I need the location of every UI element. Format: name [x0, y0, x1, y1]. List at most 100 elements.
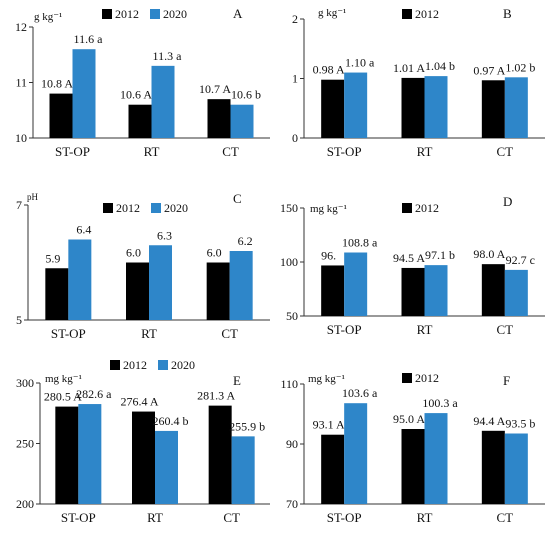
y-tick-label: 11	[15, 76, 27, 90]
y-tick-label: 300	[16, 376, 34, 390]
legend-label: 2012	[415, 201, 439, 215]
legend-swatch-2012	[102, 9, 112, 19]
panel-f: 70 90 110 93.1 A 103.6 a ST-OP 95.0 A 100.3 a RT…	[280, 371, 545, 525]
x-tick-label: CT	[221, 326, 238, 341]
y-tick-label: 0	[292, 131, 298, 145]
bar-2020	[149, 245, 172, 320]
panel-letter: A	[233, 6, 243, 21]
data-label: 0.98 A	[313, 63, 345, 77]
legend-label: 2020	[171, 358, 195, 372]
y-tick-label: 12	[15, 20, 27, 34]
x-tick-label: RT	[417, 322, 433, 337]
x-tick-label: CT	[497, 510, 514, 525]
data-label: 94.4 A	[473, 414, 505, 428]
bar-2012	[401, 267, 425, 316]
data-label: 10.7 A	[199, 82, 231, 96]
y-tick-label: 50	[286, 309, 298, 323]
legend-swatch-2012	[103, 203, 113, 213]
bar-2012	[207, 99, 231, 138]
y-tick-label: 110	[280, 377, 298, 391]
bar-2020	[231, 436, 255, 504]
y-tick-label: 2	[292, 12, 298, 26]
data-label: 281.3 A	[197, 389, 235, 403]
panel-letter: E	[233, 373, 241, 388]
legend-swatch-2020	[150, 9, 160, 19]
x-tick-label: ST-OP	[51, 326, 86, 341]
x-tick-label: CT	[223, 510, 240, 525]
x-tick-label: CT	[497, 322, 514, 337]
bar-2012	[401, 77, 425, 138]
legend-swatch-2012	[402, 373, 412, 383]
data-label: 10.6 b	[231, 88, 261, 102]
x-tick-label: ST-OP	[327, 322, 362, 337]
data-label: 11.3 a	[153, 49, 183, 63]
data-label: 6.0	[207, 246, 222, 260]
data-label: 92.7 c	[506, 253, 535, 267]
bar-2020	[344, 252, 368, 316]
bar-2020	[78, 404, 102, 504]
bar-2012	[132, 411, 155, 504]
x-tick-label: ST-OP	[61, 510, 96, 525]
data-label: 11.6 a	[74, 32, 104, 46]
data-label: 93.5 b	[505, 417, 535, 431]
bar-2012	[401, 429, 425, 504]
panel-c: 5 7 5.9 6.4 ST-OP 6.0 6.3 RT 6.0 6.2 CT CpH 2012 2020	[16, 191, 270, 341]
data-label: 255.9 b	[229, 419, 265, 433]
bar-2020	[504, 269, 528, 316]
data-label: 282.6 a	[76, 387, 112, 401]
y-tick-label: 150	[280, 201, 298, 215]
bar-2012	[49, 93, 73, 138]
data-label: 10.6 A	[120, 88, 152, 102]
legend-swatch-2020	[151, 203, 161, 213]
unit-label: mg kg⁻¹	[308, 373, 345, 385]
bar-2012	[481, 430, 505, 504]
data-label: 6.3	[157, 228, 172, 242]
bar-2012	[481, 264, 505, 316]
y-tick-label: 5	[16, 313, 22, 327]
data-label: 1.10 a	[345, 56, 375, 70]
x-tick-label: ST-OP	[327, 510, 362, 525]
data-label: 94.5 A	[393, 251, 425, 265]
data-label: 0.97 A	[473, 63, 505, 77]
legend-label: 2012	[123, 358, 147, 372]
data-label: 95.0 A	[393, 412, 425, 426]
data-label: 10.8 A	[41, 77, 73, 91]
unit-label: mg kg⁻¹	[310, 203, 347, 215]
data-label: 103.6 a	[342, 386, 378, 400]
data-label: 280.5 A	[44, 390, 82, 404]
y-tick-label: 200	[16, 497, 34, 511]
x-tick-label: RT	[141, 326, 157, 341]
bar-2020	[424, 413, 448, 504]
data-label: 6.0	[126, 246, 141, 260]
bar-2020	[155, 430, 178, 504]
x-tick-label: RT	[417, 510, 433, 525]
legend-label: 2020	[164, 201, 188, 215]
bar-2012	[208, 405, 232, 504]
y-tick-label: 250	[16, 437, 34, 451]
bar-2012	[126, 262, 149, 320]
bar-2020	[424, 265, 448, 316]
y-tick-label: 100	[280, 255, 298, 269]
y-tick-label: 90	[286, 437, 298, 451]
panel-letter: F	[503, 373, 510, 388]
data-label: 6.4	[76, 223, 91, 237]
bar-2020	[344, 403, 368, 504]
panel-letter: C	[233, 191, 242, 206]
bar-2020	[230, 104, 254, 138]
y-tick-label: 70	[286, 497, 298, 511]
bar-2020	[504, 77, 528, 138]
data-label: 98.0 A	[473, 247, 505, 261]
x-tick-label: RT	[417, 144, 433, 159]
bar-2012	[45, 268, 69, 320]
x-tick-label: ST-OP	[327, 144, 362, 159]
legend-label: 2012	[415, 371, 439, 385]
panel-letter: B	[503, 6, 512, 21]
legend-swatch-2020	[158, 360, 168, 370]
bar-2020	[151, 65, 175, 138]
bar-2012	[55, 406, 79, 504]
data-label: 5.9	[45, 251, 60, 265]
x-tick-label: CT	[222, 144, 239, 159]
bar-2012	[206, 262, 230, 320]
legend-swatch-2012	[402, 9, 412, 19]
